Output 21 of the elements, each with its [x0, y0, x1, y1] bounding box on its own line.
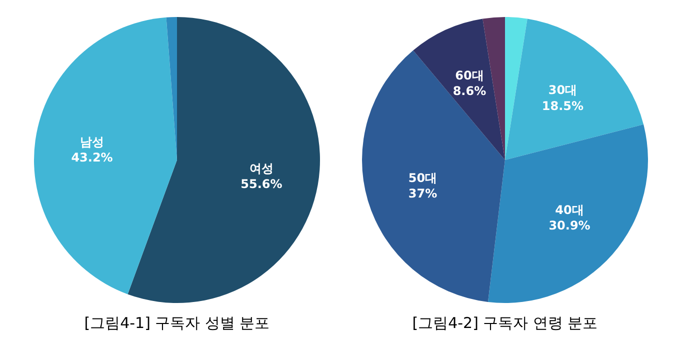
data-label: 18.5%: [542, 98, 584, 113]
pie-slice: [488, 124, 648, 303]
pie-slice: [34, 17, 177, 294]
pie-slice: [413, 18, 505, 160]
pie-slice: [128, 17, 320, 303]
slice-label: 50대: [408, 171, 438, 186]
slice-label: 여성: [249, 162, 274, 176]
pie-slice: [362, 50, 505, 302]
data-label: 43.2%: [71, 150, 113, 164]
slice-label: 60대: [455, 68, 484, 83]
pie-slice: [505, 17, 528, 160]
slice-label: 남성: [80, 134, 104, 149]
slice-label: 40대: [555, 203, 584, 218]
slice-label: 30대: [548, 83, 578, 98]
data-label: 55.6%: [240, 177, 282, 192]
data-label: 30.9%: [548, 218, 590, 233]
text: [그림4-2] 구독자 연령 분포: [412, 314, 598, 332]
text: [그림4-1] 구독자 성별 분포: [84, 314, 270, 332]
data-label: 37%: [408, 186, 438, 201]
data-label: 8.6%: [452, 84, 486, 98]
pie-slice: [505, 18, 644, 160]
